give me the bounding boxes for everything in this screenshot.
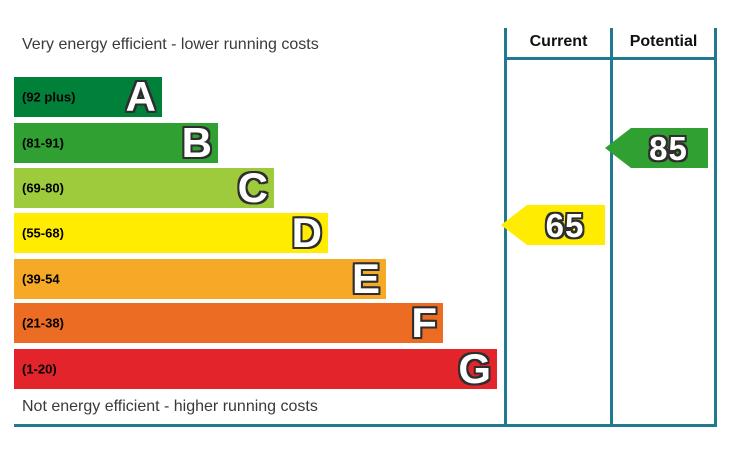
table-border-middle: [610, 28, 613, 427]
band-g-letter: G: [458, 345, 491, 392]
table-header-divider: [504, 57, 717, 60]
potential-rating-arrow: 85: [605, 128, 708, 168]
band-c: (69-80) C: [14, 164, 274, 211]
band-a: (92 plus) A: [14, 73, 162, 120]
current-column-header: Current: [529, 33, 588, 50]
top-caption: Very energy efficient - lower running co…: [22, 36, 319, 53]
bottom-caption: Not energy efficient - higher running co…: [22, 398, 318, 415]
band-c-letter: C: [237, 164, 268, 211]
band-e-letter: E: [351, 255, 380, 302]
band-d-range: (55-68): [22, 225, 64, 241]
band-d-letter: D: [291, 209, 322, 256]
band-d: (55-68) D: [14, 209, 328, 256]
band-g: (1-20) G: [14, 345, 497, 392]
current-rating-value: 65: [545, 206, 585, 244]
band-g-range: (1-20): [22, 361, 57, 377]
table-border-right: [714, 28, 717, 427]
potential-column-header: Potential: [629, 33, 698, 50]
band-f-range: (21-38): [22, 315, 64, 331]
band-b-range: (81-91): [22, 135, 64, 151]
band-c-range: (69-80): [22, 180, 64, 196]
band-f: (21-38) F: [14, 299, 443, 346]
band-b-letter: B: [181, 119, 212, 166]
potential-rating-value: 85: [649, 129, 688, 167]
band-f-letter: F: [411, 299, 437, 346]
band-b: (81-91) B: [14, 119, 218, 166]
band-e: (39-54 E: [14, 255, 386, 302]
band-a-range: (92 plus): [22, 89, 76, 105]
band-a-letter: A: [125, 73, 156, 120]
chart-bottom-rule: [14, 424, 717, 427]
band-e-range: (39-54: [22, 271, 60, 287]
current-rating-arrow: 65: [501, 205, 605, 245]
